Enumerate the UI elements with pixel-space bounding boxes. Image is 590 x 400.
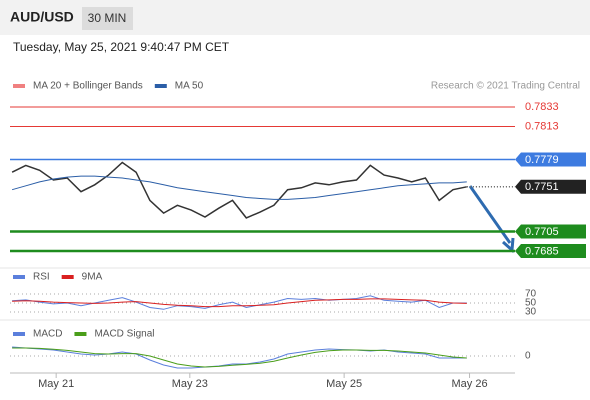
credit: Research © 2021 Trading Central (431, 81, 580, 92)
legend-label: MACD Signal (94, 329, 154, 340)
legend-swatch (13, 332, 25, 336)
timestamp: Tuesday, May 25, 2021 9:40:47 PM CET (13, 40, 230, 54)
legend-label: RSI (33, 272, 50, 283)
series-line (11, 161, 467, 219)
timeframe-box (82, 7, 133, 30)
level-label: 0.7751 (525, 181, 559, 193)
legend-label: MA 20 + Bollinger Bands (33, 81, 143, 92)
series-line (12, 298, 467, 308)
x-tick-label: May 23 (172, 378, 208, 390)
level-label: 0.7779 (525, 154, 559, 166)
legend-swatch (13, 84, 25, 88)
legend-label: MA 50 (175, 81, 204, 92)
series-line (12, 347, 467, 368)
level-label: 0.7813 (525, 120, 559, 132)
legend-swatch (61, 275, 74, 279)
x-tick-label: May 25 (326, 378, 362, 390)
timeframe: 30 MIN (88, 11, 127, 25)
legend-swatch (154, 84, 167, 88)
level-box (515, 179, 586, 194)
level-label: 0.7705 (525, 226, 559, 238)
level-label: 0.7833 (525, 101, 559, 113)
series-line (11, 175, 467, 200)
symbol: AUD/USD (10, 9, 74, 25)
x-tick-label: May 26 (451, 378, 487, 390)
y-tick-label: 30 (525, 307, 537, 318)
level-box (515, 244, 586, 259)
y-tick-label: 50 (525, 298, 537, 309)
x-tick-label: May 21 (38, 378, 74, 390)
legend-label: 9MA (82, 272, 103, 283)
level-box (515, 152, 586, 167)
legend-label: MACD (33, 329, 62, 340)
series-line (12, 295, 467, 310)
y-tick-label: 70 (525, 289, 537, 300)
y-tick-label: 0 (525, 351, 531, 362)
level-label: 0.7685 (525, 245, 559, 257)
level-box (515, 224, 586, 239)
legend-swatch (13, 275, 25, 279)
forecast-arrow (468, 185, 515, 254)
legend-swatch (74, 332, 87, 336)
